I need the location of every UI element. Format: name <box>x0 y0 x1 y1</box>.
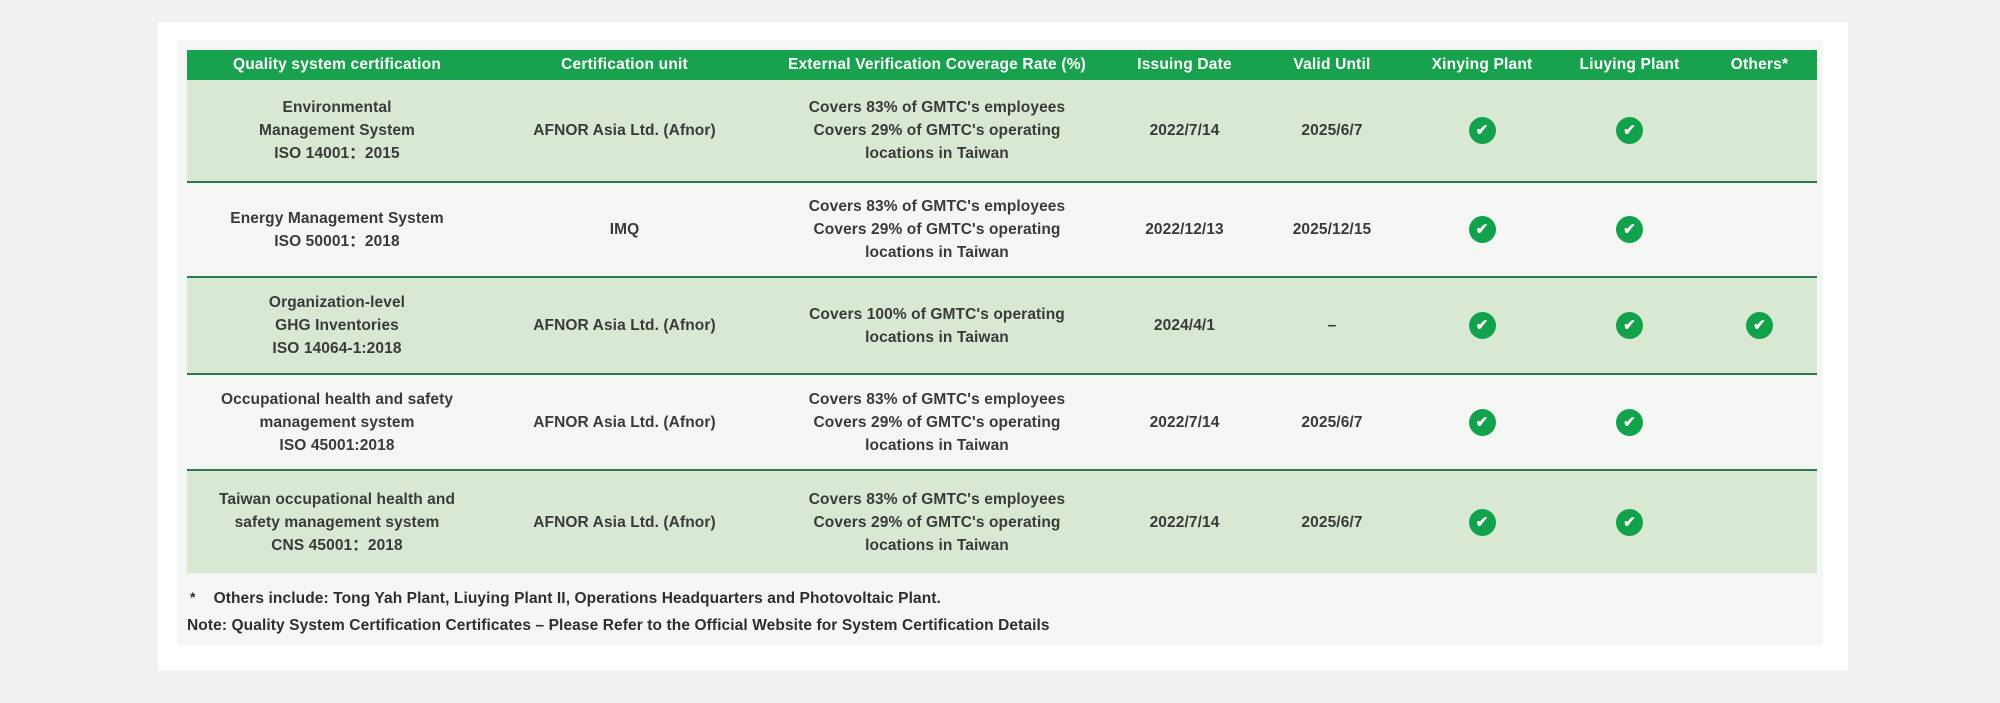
table-row-cns45001: Taiwan occupational health and safety ma… <box>187 470 1817 573</box>
cell-issuing-date: 2022/7/14 <box>1149 513 1220 531</box>
cell-certification-unit: AFNOR Asia Ltd. (Afnor) <box>533 513 716 531</box>
cell-coverage: Covers 83% of GMTC's employees Covers 29… <box>808 490 1066 554</box>
cell-others: ✔ <box>1702 80 1817 182</box>
cell-certification-unit: AFNOR Asia Ltd. (Afnor) <box>533 122 716 139</box>
cell-issuing-date: 2022/12/13 <box>1145 221 1224 238</box>
cell-xinying: ✔ <box>1407 277 1557 374</box>
cell-issuing-date: 2022/7/14 <box>1149 122 1220 139</box>
check-icon: ✔ <box>1468 508 1496 536</box>
cell-valid-until: 2025/6/7 <box>1301 413 1363 431</box>
header-valid-until: Valid Until <box>1257 50 1407 80</box>
cell-certification: Energy Management System ISO 50001：2018 <box>230 209 444 250</box>
header-issuing-date: Issuing Date <box>1112 50 1257 80</box>
footnote-source: Note: Quality System Certification Certi… <box>187 617 1050 634</box>
cell-issuing-date: 2022/7/14 <box>1149 413 1220 431</box>
cell-others: ✔ <box>1702 277 1817 374</box>
cell-valid-until: 2025/12/15 <box>1292 221 1372 238</box>
table-row-iso50001: Energy Management System ISO 50001：2018 … <box>187 182 1817 277</box>
table-panel: Quality system certification Certificati… <box>177 40 1823 645</box>
cell-certification-unit: IMQ <box>609 221 640 238</box>
cell-certification: Environmental Management System ISO 1400… <box>259 99 415 162</box>
cell-xinying: ✔ <box>1407 374 1557 470</box>
cell-xinying: ✔ <box>1407 80 1557 182</box>
check-icon: ✔ <box>1616 117 1643 144</box>
cell-coverage: Covers 83% of GMTC's employees Covers 29… <box>808 198 1066 261</box>
cell-xinying: ✔ <box>1407 182 1557 277</box>
cell-certification: Taiwan occupational health and safety ma… <box>218 490 456 554</box>
header-certification-unit: Certification unit <box>487 50 762 80</box>
cell-certification: Occupational health and safety managemen… <box>220 390 454 454</box>
cell-coverage: Covers 83% of GMTC's employees Covers 29… <box>808 99 1066 162</box>
check-icon: ✔ <box>1468 408 1496 436</box>
check-icon: ✔ <box>1616 408 1643 436</box>
cell-liuying: ✔ <box>1557 80 1702 182</box>
cell-valid-until: – <box>1327 317 1337 334</box>
cell-valid-until: 2025/6/7 <box>1301 122 1363 139</box>
asterisk-marker: * <box>190 589 196 605</box>
cell-others: ✔ <box>1702 374 1817 470</box>
header-quality-system-certification: Quality system certification <box>187 50 487 80</box>
cell-valid-until: 2025/6/7 <box>1301 513 1363 531</box>
check-icon: ✔ <box>1616 312 1643 339</box>
header-liuying-plant: Liuying Plant <box>1557 50 1702 80</box>
check-icon: ✔ <box>1468 216 1496 243</box>
table-row-iso14001: Environmental Management System ISO 1400… <box>187 80 1817 182</box>
header-xinying-plant: Xinying Plant <box>1407 50 1557 80</box>
table-row-iso45001: Occupational health and safety managemen… <box>187 374 1817 470</box>
cell-liuying: ✔ <box>1557 470 1702 573</box>
cell-others: ✔ <box>1702 470 1817 573</box>
cell-coverage: Covers 100% of GMTC's operating location… <box>809 305 1065 346</box>
cell-certification-unit: AFNOR Asia Ltd. (Afnor) <box>533 413 716 431</box>
cell-liuying: ✔ <box>1557 277 1702 374</box>
footnote-others: * Others include: Tong Yah Plant, Liuying… <box>190 589 941 608</box>
check-icon: ✔ <box>1468 117 1496 144</box>
certification-table: Quality system certification Certificati… <box>187 50 1817 573</box>
report-card: Quality system certification Certificati… <box>158 22 1848 671</box>
check-icon: ✔ <box>1616 508 1643 536</box>
cell-certification-unit: AFNOR Asia Ltd. (Afnor) <box>533 317 716 334</box>
header-coverage-rate: External Verification Coverage Rate (%) <box>762 50 1112 80</box>
check-icon: ✔ <box>1616 216 1643 243</box>
check-icon: ✔ <box>1746 312 1773 339</box>
footnote-others-text: Others include: Tong Yah Plant, Liuying … <box>213 590 941 607</box>
cell-liuying: ✔ <box>1557 182 1702 277</box>
header-others: Others* <box>1702 50 1817 80</box>
cell-xinying: ✔ <box>1407 470 1557 573</box>
cell-liuying: ✔ <box>1557 374 1702 470</box>
cell-coverage: Covers 83% of GMTC's employees Covers 29… <box>808 390 1066 454</box>
table-row-iso14064: Organization-level GHG Inventories ISO 1… <box>187 277 1817 374</box>
cell-issuing-date: 2024/4/1 <box>1153 317 1216 334</box>
cell-others: ✔ <box>1702 182 1817 277</box>
table-header-row: Quality system certification Certificati… <box>187 50 1817 80</box>
check-icon: ✔ <box>1468 312 1496 339</box>
cell-certification: Organization-level GHG Inventories ISO 1… <box>268 294 406 357</box>
